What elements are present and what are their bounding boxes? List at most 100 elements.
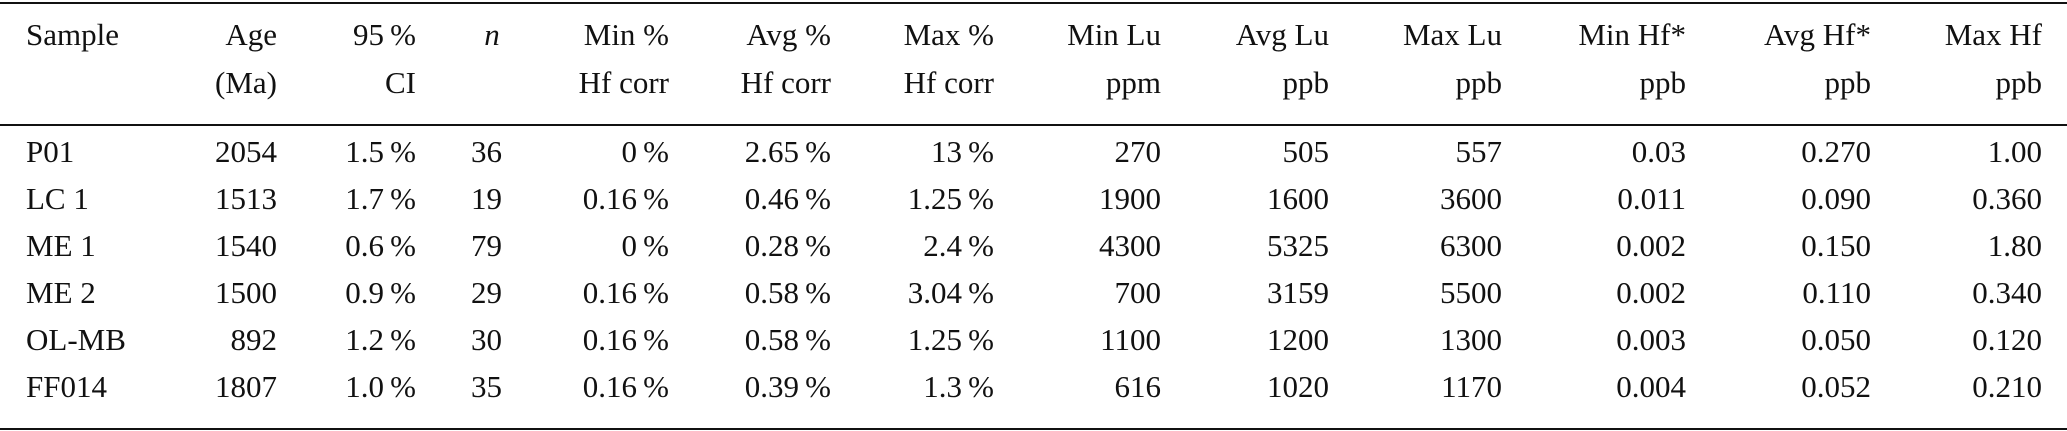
header-cell: Hf corr bbox=[904, 65, 995, 100]
table-cell: 0 % bbox=[621, 134, 669, 169]
table-cell: 19 bbox=[471, 181, 502, 216]
table-cell: 0.16 % bbox=[583, 181, 669, 216]
table-cell: 0.090 bbox=[1801, 181, 1871, 216]
table-cell: 1.80 bbox=[1988, 228, 2042, 263]
header-cell: ppb bbox=[1825, 65, 1872, 100]
table-cell: 0.150 bbox=[1801, 228, 1871, 263]
table-cell: 1300 bbox=[1440, 322, 1502, 357]
table-cell: 2.65 % bbox=[745, 134, 831, 169]
table-cell: 1200 bbox=[1267, 322, 1329, 357]
table-cell: 79 bbox=[471, 228, 502, 263]
table-cell: 0.360 bbox=[1972, 181, 2042, 216]
header-cell: (Ma) bbox=[215, 65, 277, 100]
table-cell: 5500 bbox=[1440, 275, 1502, 310]
table-cell: 1.25 % bbox=[908, 181, 994, 216]
table-cell: 0.39 % bbox=[745, 369, 831, 404]
table-cell: 0.16 % bbox=[583, 322, 669, 357]
header-cell: Min Lu bbox=[1067, 17, 1161, 52]
table-cell: 0.050 bbox=[1801, 322, 1871, 357]
table-cell: 1.00 bbox=[1988, 134, 2042, 169]
table-cell: 0 % bbox=[621, 228, 669, 263]
header-cell: Age bbox=[225, 17, 277, 52]
table-cell: 0.120 bbox=[1972, 322, 2042, 357]
table-cell: ME 1 bbox=[26, 228, 96, 263]
table-cell: 0.270 bbox=[1801, 134, 1871, 169]
table-cell: 1020 bbox=[1267, 369, 1329, 404]
header-cell: ppb bbox=[1640, 65, 1687, 100]
table-cell: 4300 bbox=[1099, 228, 1161, 263]
table-cell: 1900 bbox=[1099, 181, 1161, 216]
table-cell: 1100 bbox=[1100, 322, 1161, 357]
table-cell: 0.002 bbox=[1616, 228, 1686, 263]
table-cell: 1540 bbox=[215, 228, 277, 263]
table-cell: 0.16 % bbox=[583, 369, 669, 404]
table-cell: OL-MB bbox=[26, 322, 126, 357]
header-cell: Max Hf bbox=[1945, 17, 2043, 52]
table-cell: 0.58 % bbox=[745, 275, 831, 310]
table-cell: 30 bbox=[471, 322, 502, 357]
table-cell: 3159 bbox=[1267, 275, 1329, 310]
table-cell: 0.210 bbox=[1972, 369, 2042, 404]
table-cell: 700 bbox=[1115, 275, 1162, 310]
header-cell: n bbox=[484, 17, 500, 52]
table-cell: 1.0 % bbox=[345, 369, 416, 404]
table-cell: 0.9 % bbox=[345, 275, 416, 310]
table-cell: ME 2 bbox=[26, 275, 96, 310]
table-cell: 1600 bbox=[1267, 181, 1329, 216]
table-cell: 0.58 % bbox=[745, 322, 831, 357]
table-cell: FF014 bbox=[26, 369, 107, 404]
table-cell: 3.04 % bbox=[908, 275, 994, 310]
table-cell: 0.011 bbox=[1617, 181, 1686, 216]
table-cell: P01 bbox=[26, 134, 74, 169]
table-cell: 0.03 bbox=[1632, 134, 1686, 169]
table-cell: 0.002 bbox=[1616, 275, 1686, 310]
table-cell: 0.340 bbox=[1972, 275, 2042, 310]
table-cell: 5325 bbox=[1267, 228, 1329, 263]
table-cell: 6300 bbox=[1440, 228, 1502, 263]
header-cell: Hf corr bbox=[741, 65, 832, 100]
table-cell: LC 1 bbox=[26, 181, 89, 216]
table-cell: 0.110 bbox=[1802, 275, 1871, 310]
table-cell: 0.6 % bbox=[345, 228, 416, 263]
header-cell: Hf corr bbox=[579, 65, 670, 100]
header-cell: Max % bbox=[904, 17, 994, 52]
header-cell: Min Hf* bbox=[1578, 17, 1686, 52]
table-cell: 1.3 % bbox=[923, 369, 994, 404]
table-cell: 1.7 % bbox=[345, 181, 416, 216]
table-cell: 1.5 % bbox=[345, 134, 416, 169]
table-cell: 35 bbox=[471, 369, 502, 404]
table-cell: 0.052 bbox=[1801, 369, 1871, 404]
table-cell: 2054 bbox=[215, 134, 278, 169]
table-cell: 1.25 % bbox=[908, 322, 994, 357]
table-cell: 0.004 bbox=[1616, 369, 1686, 404]
header-cell: Sample bbox=[26, 17, 119, 52]
table-cell: 270 bbox=[1115, 134, 1162, 169]
header-cell: ppb bbox=[1283, 65, 1330, 100]
table-cell: 505 bbox=[1283, 134, 1330, 169]
table-cell: 616 bbox=[1115, 369, 1162, 404]
table-cell: 892 bbox=[231, 322, 278, 357]
table-cell: 0.003 bbox=[1616, 322, 1686, 357]
header-cell: Avg Lu bbox=[1236, 17, 1329, 52]
table-cell: 0.46 % bbox=[745, 181, 831, 216]
header-cell: ppb bbox=[1456, 65, 1503, 100]
header-cell: CI bbox=[385, 65, 416, 100]
header-cell: Min % bbox=[584, 17, 669, 52]
header-cell: 95 % bbox=[353, 17, 416, 52]
table-cell: 1500 bbox=[215, 275, 277, 310]
table-cell: 1170 bbox=[1441, 369, 1502, 404]
header-cell: Max Lu bbox=[1403, 17, 1502, 52]
table-cell: 0.28 % bbox=[745, 228, 831, 263]
table-cell: 1513 bbox=[215, 181, 277, 216]
table-cell: 557 bbox=[1456, 134, 1503, 169]
header-cell: Avg % bbox=[746, 17, 831, 52]
table-cell: 1.2 % bbox=[345, 322, 416, 357]
table-cell: 2.4 % bbox=[923, 228, 994, 263]
table-cell: 29 bbox=[471, 275, 502, 310]
header-cell: ppb bbox=[1996, 65, 2043, 100]
header-cell: ppm bbox=[1106, 65, 1161, 100]
table-cell: 0.16 % bbox=[583, 275, 669, 310]
table-cell: 1807 bbox=[215, 369, 277, 404]
